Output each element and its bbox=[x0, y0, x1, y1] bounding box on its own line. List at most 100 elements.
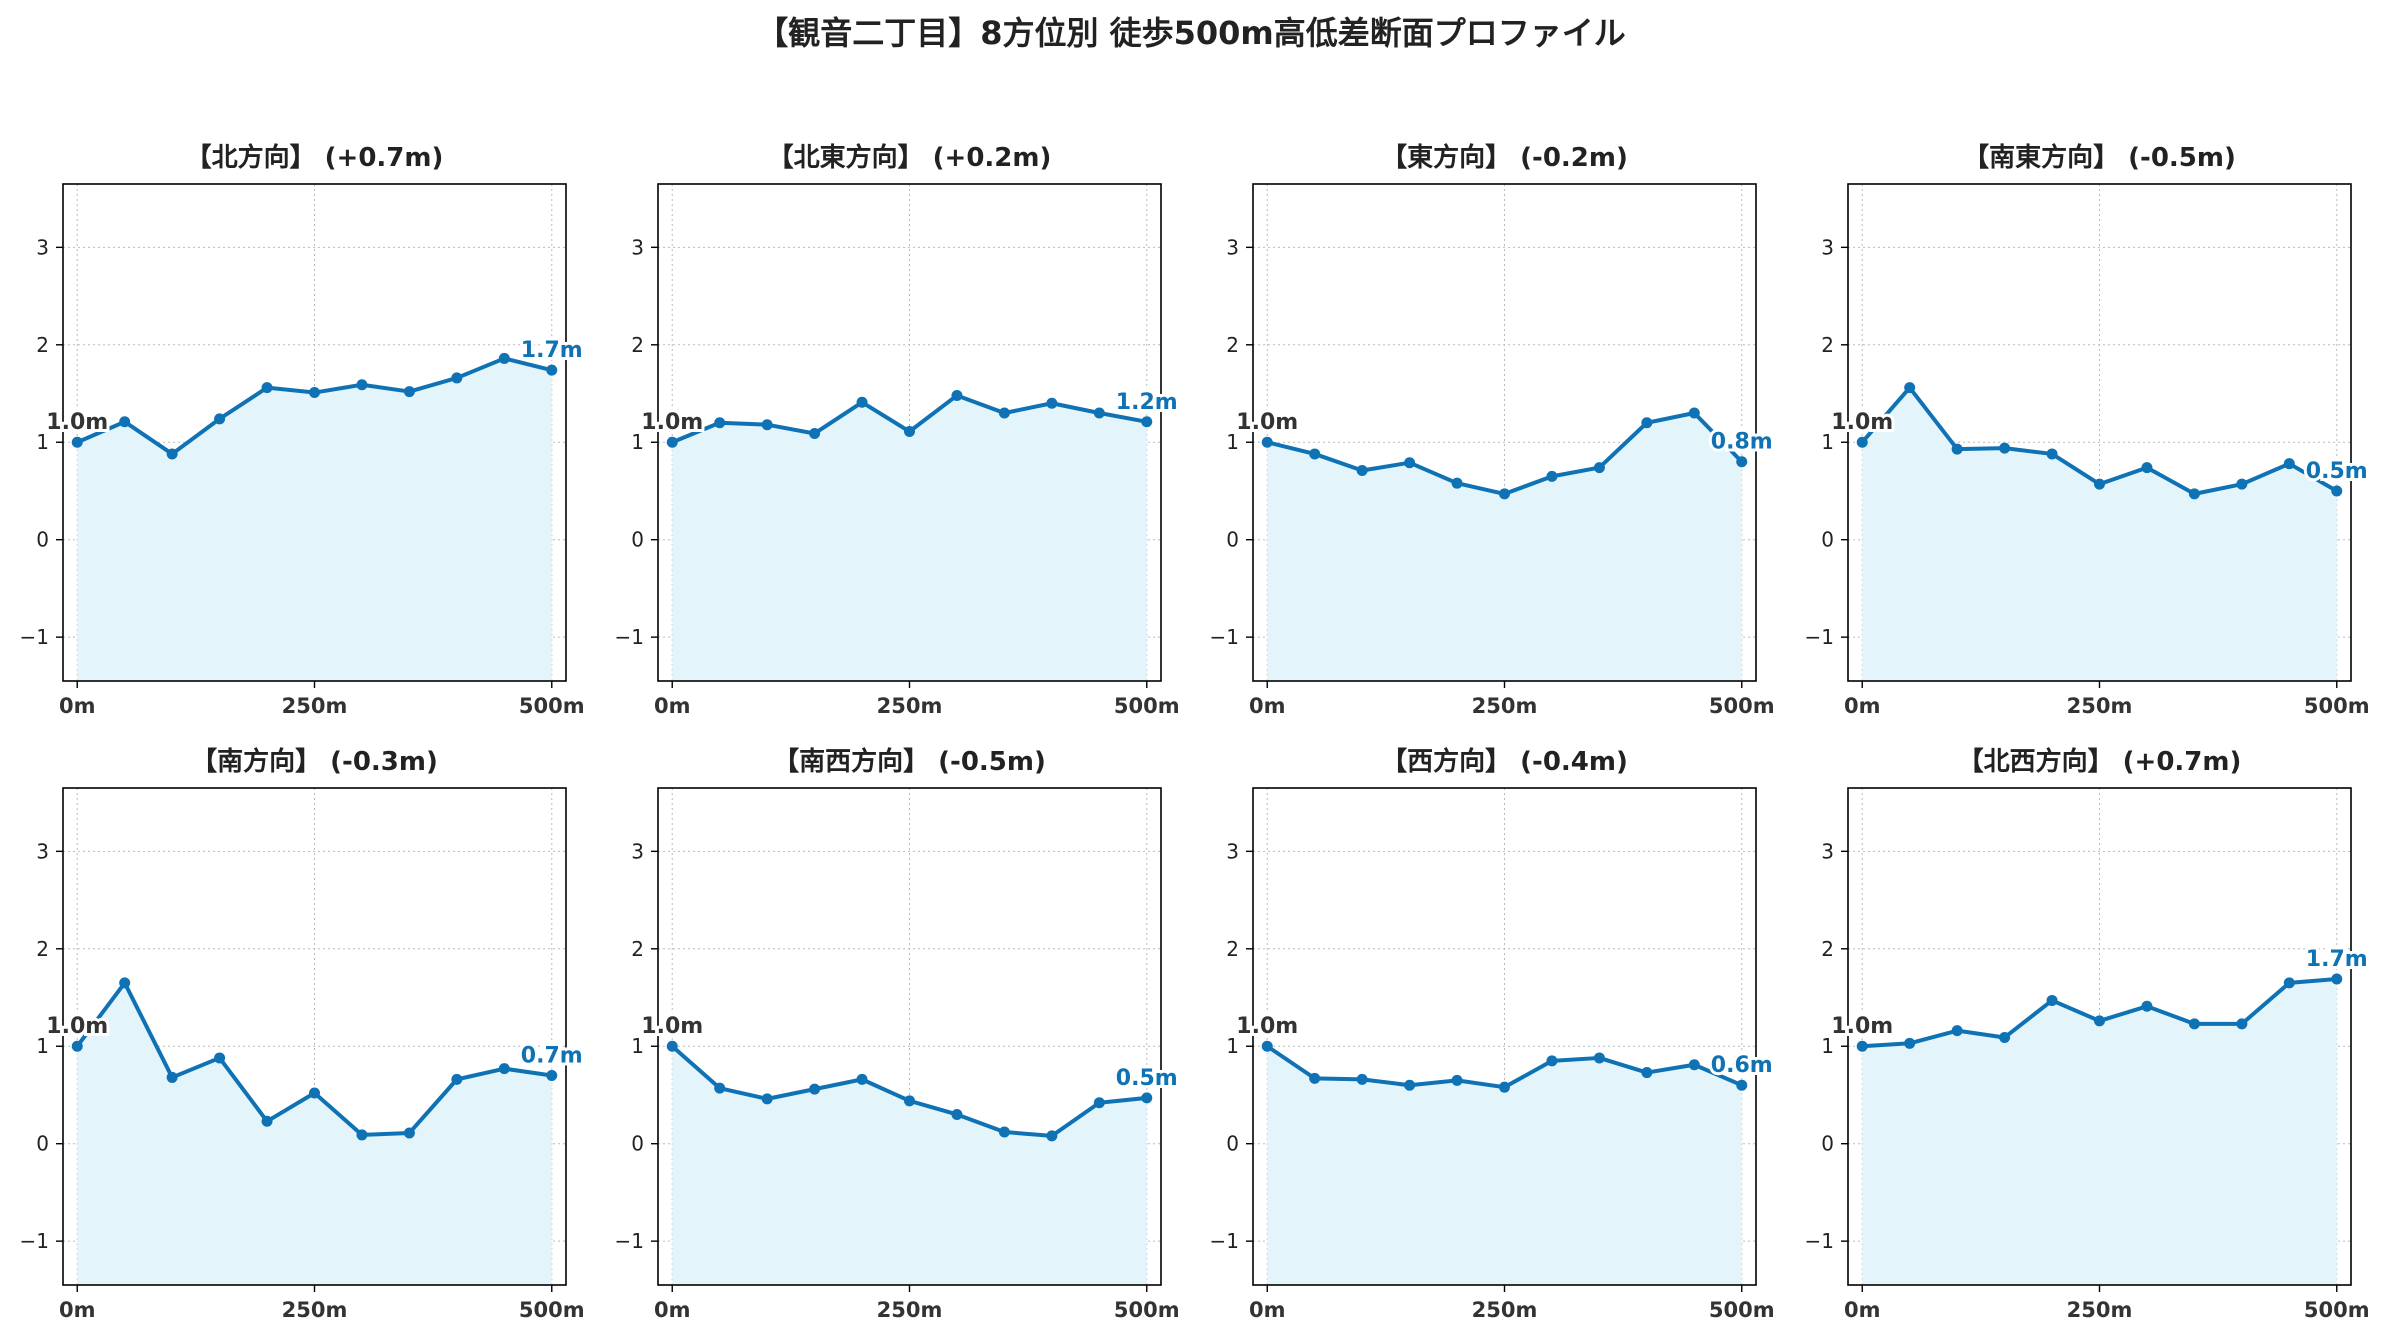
profile-point bbox=[71, 1040, 83, 1052]
profile-point bbox=[1688, 407, 1700, 419]
profile-area bbox=[672, 1046, 1147, 1285]
profile-point bbox=[356, 1129, 368, 1141]
panel-title: 【南西方向】 (-0.5m) bbox=[773, 746, 1046, 777]
y-tick-label: −1 bbox=[20, 625, 49, 649]
profile-point bbox=[1999, 1031, 2011, 1043]
profile-point bbox=[714, 1082, 726, 1094]
y-tick-label: 3 bbox=[631, 839, 644, 863]
profile-point bbox=[998, 1126, 1010, 1138]
start-value-label: 1.0m bbox=[1831, 410, 1893, 435]
panel-title: 【北方向】 (+0.7m) bbox=[186, 142, 444, 173]
end-value-label: 1.2m bbox=[1116, 390, 1178, 415]
profile-area bbox=[77, 982, 552, 1285]
profile-point bbox=[1499, 1081, 1510, 1093]
profile-point bbox=[214, 1052, 226, 1064]
profile-point bbox=[1261, 436, 1273, 448]
profile-point bbox=[1404, 1079, 1416, 1091]
profile-point bbox=[666, 1040, 678, 1052]
profile-point bbox=[1688, 1059, 1700, 1071]
profile-point bbox=[1451, 1074, 1463, 1086]
y-tick-label: 3 bbox=[1821, 235, 1834, 259]
x-tick-label: 250m bbox=[877, 694, 943, 718]
profile-point bbox=[1736, 1079, 1748, 1091]
profile-point bbox=[1093, 1097, 1105, 1109]
profile-point bbox=[1451, 477, 1463, 489]
x-tick-label: 0m bbox=[1249, 1298, 1286, 1322]
profile-point bbox=[2188, 488, 2200, 500]
profile-point bbox=[904, 1095, 915, 1107]
x-tick-label: 500m bbox=[2304, 694, 2370, 718]
profile-point bbox=[1736, 456, 1748, 468]
profile-area bbox=[1267, 413, 1742, 681]
y-tick-label: 0 bbox=[1821, 528, 1834, 552]
profile-point bbox=[2331, 485, 2343, 497]
y-tick-label: −1 bbox=[1805, 1229, 1834, 1253]
profile-point bbox=[1046, 1130, 1058, 1142]
end-value-label: 1.7m bbox=[2306, 947, 2368, 972]
chart-panel-4: 【南方向】 (-0.3m) −1 0 1 2 3 0m 250m 500m 1.0m 0.7m bbox=[20, 746, 586, 1322]
start-value-label: 1.0m bbox=[641, 1014, 703, 1039]
profile-point bbox=[2046, 448, 2058, 460]
x-tick-label: 500m bbox=[519, 694, 585, 718]
profile-point bbox=[1593, 1052, 1605, 1064]
y-tick-label: −1 bbox=[20, 1229, 49, 1253]
profile-point bbox=[951, 389, 963, 401]
y-tick-label: 0 bbox=[1821, 1132, 1834, 1156]
profile-point bbox=[1951, 443, 1963, 455]
profile-point bbox=[2094, 1015, 2105, 1027]
profile-point bbox=[2236, 1018, 2248, 1030]
profile-area bbox=[1862, 387, 2337, 681]
chart-panel-7: 【北西方向】 (+0.7m) −1 0 1 2 3 0m 250m 500m 1.0m 1.7m bbox=[1805, 746, 2371, 1322]
profile-point bbox=[1641, 1067, 1653, 1079]
x-tick-label: 250m bbox=[877, 1298, 943, 1322]
y-tick-label: 2 bbox=[36, 937, 49, 961]
y-tick-label: 1 bbox=[1226, 430, 1239, 454]
panel-title: 【北東方向】 (+0.2m) bbox=[768, 142, 1052, 173]
x-tick-label: 250m bbox=[2067, 694, 2133, 718]
chart-panel-1: 【北東方向】 (+0.2m) −1 0 1 2 3 0m 250m 500m 1.0m 1.2m bbox=[615, 142, 1181, 718]
y-tick-label: 2 bbox=[1821, 333, 1834, 357]
x-tick-label: 250m bbox=[282, 694, 348, 718]
panel-title: 【南方向】 (-0.3m) bbox=[191, 746, 438, 777]
profile-point bbox=[1356, 465, 1368, 477]
profile-point bbox=[1641, 417, 1653, 429]
y-tick-label: 0 bbox=[36, 1132, 49, 1156]
profile-point bbox=[309, 1087, 320, 1099]
profile-point bbox=[1356, 1073, 1368, 1085]
y-tick-label: 1 bbox=[1821, 430, 1834, 454]
x-tick-label: 500m bbox=[1709, 694, 1775, 718]
profile-point bbox=[403, 1127, 415, 1139]
profile-point bbox=[1856, 1040, 1868, 1052]
profile-point bbox=[1999, 442, 2011, 454]
profile-point bbox=[761, 1093, 773, 1105]
end-value-label: 0.5m bbox=[1116, 1066, 1178, 1091]
panel-title: 【北西方向】 (+0.7m) bbox=[1958, 746, 2242, 777]
panel-title: 【西方向】 (-0.4m) bbox=[1381, 746, 1628, 777]
start-value-label: 1.0m bbox=[1236, 410, 1298, 435]
chart-panel-0: 【北方向】 (+0.7m) −1 0 1 2 3 0m 250m 500m 1.0m 1.7m bbox=[20, 142, 586, 718]
profile-point bbox=[998, 407, 1010, 419]
profile-point bbox=[261, 382, 273, 394]
profile-point bbox=[1904, 1037, 1916, 1049]
y-tick-label: −1 bbox=[1210, 625, 1239, 649]
y-tick-label: 2 bbox=[1226, 937, 1239, 961]
profile-point bbox=[904, 426, 915, 438]
profile-point bbox=[1093, 407, 1105, 419]
x-tick-label: 0m bbox=[59, 694, 96, 718]
profile-point bbox=[1856, 436, 1868, 448]
profile-point bbox=[1261, 1040, 1273, 1052]
x-tick-label: 0m bbox=[654, 694, 691, 718]
profile-point bbox=[1593, 462, 1605, 474]
x-tick-label: 500m bbox=[2304, 1298, 2370, 1322]
y-tick-label: 1 bbox=[1226, 1034, 1239, 1058]
x-tick-label: 0m bbox=[1844, 1298, 1881, 1322]
x-tick-label: 0m bbox=[1249, 694, 1286, 718]
y-tick-label: 1 bbox=[631, 1034, 644, 1058]
y-tick-label: −1 bbox=[1210, 1229, 1239, 1253]
y-tick-label: −1 bbox=[1805, 625, 1834, 649]
profile-point bbox=[1309, 448, 1321, 460]
profile-point bbox=[214, 413, 226, 425]
y-tick-label: 1 bbox=[1821, 1034, 1834, 1058]
profile-point bbox=[809, 1083, 821, 1095]
